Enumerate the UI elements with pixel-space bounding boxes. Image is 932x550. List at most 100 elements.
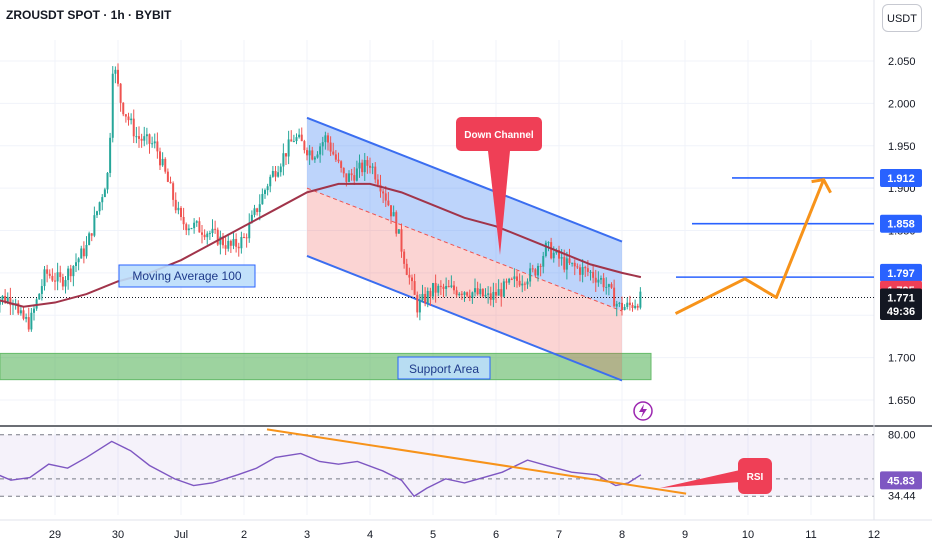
- candle-body: [508, 278, 511, 283]
- candle-body: [476, 288, 479, 295]
- candle-body: [130, 118, 133, 121]
- price-label: 1.912: [887, 173, 915, 185]
- moving-average-line: [0, 182, 642, 308]
- candle-body: [40, 286, 43, 294]
- candle-body: [623, 306, 626, 310]
- candle-body: [256, 208, 259, 212]
- candle-body: [143, 136, 146, 141]
- currency-button[interactable]: USDT: [882, 4, 922, 32]
- candle-body: [61, 277, 64, 287]
- candle-body: [361, 162, 364, 173]
- candle-body: [290, 139, 293, 142]
- price-tick-label: 2.050: [888, 56, 916, 68]
- candle-body: [88, 233, 91, 246]
- candle-body: [484, 294, 487, 297]
- candle-body: [43, 269, 46, 287]
- rsi-callout-pointer: [660, 470, 740, 488]
- candle-body: [56, 272, 59, 282]
- candle-body: [271, 171, 274, 177]
- candle-body: [253, 208, 256, 215]
- candle-body: [0, 299, 1, 305]
- candle-body: [563, 257, 566, 270]
- candle-body: [211, 228, 214, 234]
- time-tick-label: 7: [556, 529, 562, 541]
- candle-body: [101, 197, 104, 203]
- candle-body: [64, 280, 67, 287]
- candle-body: [547, 242, 550, 244]
- candle-body: [610, 284, 613, 288]
- down-channel-label: Down Channel: [464, 130, 534, 141]
- candle-body: [77, 258, 80, 263]
- rsi-tick-label: 34.44: [888, 491, 916, 503]
- candle-body: [542, 255, 545, 267]
- support-label: Support Area: [409, 362, 479, 376]
- candle-body: [458, 293, 461, 296]
- candle-body: [245, 237, 248, 239]
- candle-body: [605, 286, 608, 288]
- price-tick-label: 1.950: [888, 141, 916, 153]
- candle-body: [471, 292, 474, 298]
- rsi-value-label: 45.83: [887, 475, 915, 487]
- channel-upper-line: [306, 116, 623, 243]
- candle-body: [568, 258, 571, 264]
- time-tick-label: 12: [868, 529, 880, 541]
- candle-body: [445, 286, 448, 289]
- candle-body: [198, 221, 201, 233]
- candle-body: [424, 293, 427, 304]
- candle-body: [397, 229, 400, 234]
- candle-body: [201, 232, 203, 235]
- candle-body: [98, 202, 101, 212]
- rsi-callout: [738, 458, 772, 494]
- support-label-box: [397, 356, 491, 380]
- candle-body: [342, 167, 345, 174]
- candle-body: [607, 284, 610, 287]
- candle-body: [127, 116, 130, 121]
- candle-body: [355, 168, 358, 181]
- candle-body: [93, 215, 96, 236]
- price-label: 1.858: [887, 219, 915, 231]
- candle-body: [203, 234, 206, 238]
- candle-body: [153, 141, 156, 144]
- lightning-icon-glyph: [639, 404, 647, 418]
- candle-body: [250, 214, 253, 223]
- candle-body: [214, 228, 217, 230]
- candle-body: [117, 69, 119, 84]
- candle-body: [345, 173, 348, 182]
- candle-body: [479, 288, 482, 295]
- candle-body: [85, 245, 88, 257]
- candle-body: [285, 153, 287, 157]
- candle-body: [594, 277, 597, 283]
- time-tick-label: 4: [367, 529, 373, 541]
- candle-body: [300, 134, 303, 142]
- candle-body: [103, 189, 106, 198]
- moving-average-label-box: [118, 264, 256, 288]
- time-tick-label: 11: [805, 529, 816, 541]
- candle-body: [544, 242, 547, 256]
- candle-body: [177, 207, 180, 211]
- candle-body: [106, 172, 109, 190]
- candle-body: [114, 69, 117, 74]
- down-channel-callout: [456, 117, 542, 151]
- candle-body: [195, 221, 198, 223]
- candle-body: [500, 289, 503, 297]
- candle-body: [387, 200, 390, 206]
- candle-body: [573, 262, 576, 267]
- candle-body: [581, 267, 584, 275]
- candle-body: [403, 251, 406, 264]
- candle-body: [418, 300, 421, 313]
- candle-body: [145, 134, 148, 137]
- candle-body: [584, 267, 587, 269]
- candle-body: [600, 278, 602, 280]
- candle-body: [597, 279, 600, 283]
- candle-body: [9, 297, 12, 306]
- candle-body: [416, 294, 419, 313]
- candle-body: [148, 134, 151, 144]
- candle-body: [628, 302, 631, 306]
- candle-body: [185, 224, 188, 231]
- candle-body: [332, 151, 335, 155]
- candle-body: [615, 303, 618, 307]
- time-tick-label: 8: [619, 529, 625, 541]
- candle-body: [324, 135, 327, 143]
- channel-mid-line: [306, 187, 623, 312]
